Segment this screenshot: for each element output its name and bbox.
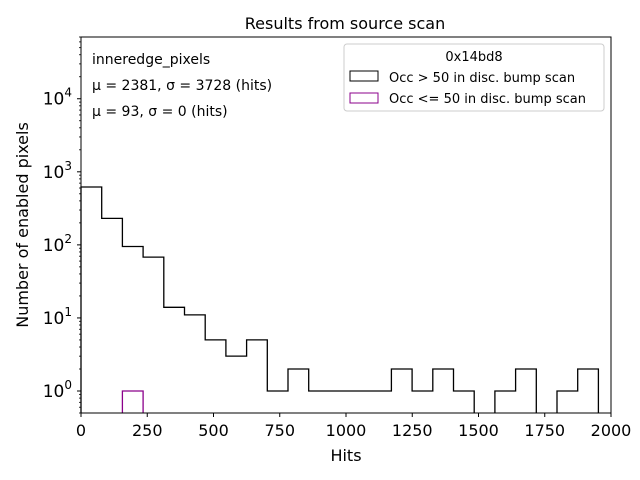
- x-tick-label: 1750: [524, 421, 565, 440]
- legend-label-secondary: Occ <= 50 in disc. bump scan: [389, 92, 586, 107]
- legend: 0x14bd8 Occ > 50 in disc. bump scan Occ …: [343, 43, 605, 112]
- x-tick-label: 1250: [392, 421, 433, 440]
- legend-box: [343, 43, 605, 112]
- series-0-steps: [80, 186, 600, 413]
- y-tick-label: 101: [43, 305, 72, 329]
- chart-title: Results from source scan: [245, 14, 445, 33]
- legend-swatch-main: [349, 70, 379, 82]
- legend-label-main: Occ > 50 in disc. bump scan: [389, 71, 575, 86]
- x-tick-label: 1000: [326, 421, 367, 440]
- x-tick-label: 250: [132, 421, 163, 440]
- y-tick-label: 104: [43, 86, 72, 110]
- x-tick-label: 1500: [458, 421, 499, 440]
- y-tick-label: 103: [43, 159, 72, 183]
- series-1-steps: [121, 390, 144, 413]
- annotation-block: inneredge_pixels μ = 2381, σ = 3728 (hit…: [92, 52, 272, 120]
- y-tick-label: 102: [43, 232, 72, 256]
- series-layer: [80, 186, 600, 413]
- annotation-stats-secondary: μ = 93, σ = 0 (hits): [92, 104, 228, 120]
- annotation-stats-main: μ = 2381, σ = 3728 (hits): [92, 78, 272, 94]
- y-axis-ticks: 100 101 102 103 104: [43, 36, 81, 414]
- x-axis-label: Hits: [330, 446, 361, 465]
- annotation-scan-name: inneredge_pixels: [92, 52, 210, 68]
- x-tick-label: 0: [76, 421, 86, 440]
- y-tick-label: 100: [43, 378, 72, 402]
- legend-title: 0x14bd8: [445, 50, 502, 65]
- x-tick-label: 2000: [591, 421, 632, 440]
- y-axis-label: Number of enabled pixels: [13, 122, 32, 328]
- x-tick-label: 750: [264, 421, 295, 440]
- x-axis-ticks: 0 250 500 750 1000 1250 1500 1750 2000: [76, 413, 631, 440]
- legend-swatch-secondary: [349, 92, 379, 104]
- x-tick-label: 500: [198, 421, 229, 440]
